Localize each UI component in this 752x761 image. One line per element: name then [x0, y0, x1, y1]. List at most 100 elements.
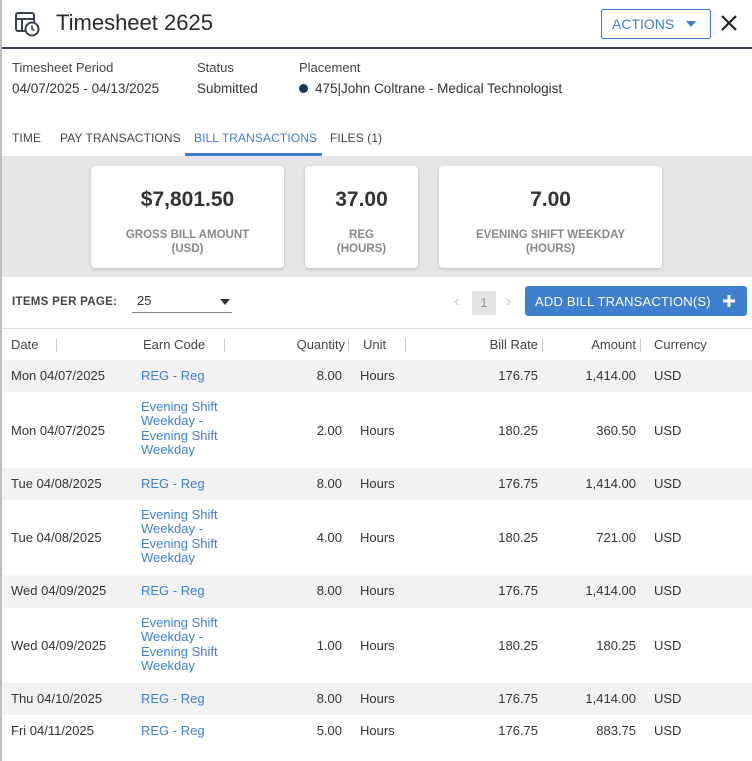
column-header-bill-rate[interactable]: Bill Rate [489, 337, 538, 352]
row-amount: 721.00 [596, 530, 636, 545]
timesheet-icon [15, 12, 40, 37]
row-unit: Hours [360, 638, 395, 653]
row-bill-rate: 176.75 [498, 583, 538, 598]
gross-bill-amount-caption: GROSS BILL AMOUNT [125, 229, 250, 241]
row-quantity: 8.00 [316, 476, 342, 491]
row-quantity: 2.00 [316, 423, 342, 438]
add-bill-transaction-button[interactable]: ADD BILL TRANSACTION(S) [525, 286, 747, 316]
table-row[interactable]: Mon 04/07/2025 Evening Shift Weekday - E… [2, 392, 752, 468]
row-amount: 1,414.00 [585, 583, 636, 598]
column-header-date[interactable]: Date [11, 337, 39, 352]
row-currency: USD [654, 723, 682, 738]
row-amount: 360.50 [596, 423, 636, 438]
placement-value: 475|John Coltrane - Medical Technologist [315, 81, 563, 96]
row-earn-code-link[interactable]: Evening Shift Weekday - Evening Shift We… [141, 399, 218, 457]
row-earn-code-link[interactable]: REG - Reg [141, 723, 205, 738]
placement-label: Placement [299, 60, 361, 75]
current-page-button[interactable]: 1 [472, 291, 496, 315]
table-row[interactable]: Mon 04/07/2025 REG - Reg 8.00 Hours 176.… [2, 360, 752, 392]
column-divider [224, 338, 225, 352]
next-page-icon[interactable]: › [506, 293, 512, 310]
row-bill-rate: 180.25 [498, 530, 538, 545]
row-unit: Hours [360, 530, 395, 545]
gross-bill-amount-value: $7,801.50 [140, 188, 235, 211]
row-amount: 1,414.00 [585, 476, 636, 491]
column-header-earn-code[interactable]: Earn Code [143, 337, 206, 352]
row-earn-code-link[interactable]: REG - Reg [141, 476, 205, 491]
row-bill-rate: 176.75 [498, 368, 538, 383]
actions-label: ACTIONS [612, 16, 675, 32]
table-row[interactable]: Fri 04/11/2025 REG - Reg 5.00 Hours 176.… [2, 715, 752, 747]
close-icon[interactable] [718, 12, 740, 34]
row-amount: 180.25 [596, 638, 636, 653]
row-unit: Hours [360, 691, 395, 706]
column-header-amount[interactable]: Amount [591, 337, 636, 352]
placement-group: Placement 475|John Coltrane - Medical Te… [299, 60, 562, 96]
column-divider [405, 338, 406, 352]
evening-shift-hours-caption: EVENING SHIFT WEEKDAY [475, 229, 626, 241]
row-amount: 883.75 [596, 723, 636, 738]
tab-pay-transactions[interactable]: PAY TRANSACTIONS [60, 131, 181, 145]
row-date: Fri 04/11/2025 [11, 723, 94, 738]
column-header-currency[interactable]: Currency [654, 337, 707, 352]
page-title: Timesheet 2625 [56, 10, 213, 35]
reg-hours-caption: REG [349, 229, 374, 241]
gross-bill-amount-unit: (USD) [171, 243, 204, 255]
placement-link[interactable]: 475|John Coltrane - Medical Technologist [299, 81, 562, 96]
actions-dropdown-button[interactable]: ACTIONS [601, 9, 711, 39]
table-row[interactable]: Wed 04/09/2025 Evening Shift Weekday - E… [2, 608, 752, 683]
table-row[interactable]: Wed 04/09/2025 REG - Reg 8.00 Hours 176.… [2, 575, 752, 608]
row-earn-code-link[interactable]: REG - Reg [141, 368, 205, 383]
left-edge-border [0, 0, 2, 761]
items-per-page-label: ITEMS PER PAGE: [12, 296, 118, 308]
table-row[interactable]: Tue 04/08/2025 Evening Shift Weekday - E… [2, 500, 752, 575]
tab-bill-transactions[interactable]: BILL TRANSACTIONS [194, 131, 318, 145]
column-header-unit[interactable]: Unit [363, 337, 387, 352]
table-row[interactable]: Thu 04/10/2025 REG - Reg 8.00 Hours 176.… [2, 683, 752, 715]
row-earn-code-link[interactable]: Evening Shift Weekday - Evening Shift We… [141, 615, 218, 673]
row-unit: Hours [360, 476, 395, 491]
items-per-page-select[interactable]: 25 [132, 293, 232, 313]
row-quantity: 1.00 [316, 638, 342, 653]
table-row[interactable]: Tue 04/08/2025 REG - Reg 8.00 Hours 176.… [2, 468, 752, 500]
timesheet-period-group: Timesheet Period 04/07/2025 - 04/13/2025 [12, 60, 159, 96]
row-unit: Hours [360, 423, 395, 438]
status-value: Submitted [197, 81, 258, 96]
row-earn-code-link[interactable]: Evening Shift Weekday - Evening Shift We… [141, 507, 218, 565]
plus-icon [723, 295, 735, 307]
row-unit: Hours [360, 723, 395, 738]
row-currency: USD [654, 368, 682, 383]
active-tab-indicator [185, 153, 322, 156]
row-bill-rate: 176.75 [498, 476, 538, 491]
column-header-quantity[interactable]: Quantity [296, 337, 345, 352]
row-date: Tue 04/08/2025 [11, 530, 102, 545]
row-quantity: 4.00 [316, 530, 342, 545]
timesheet-period-value: 04/07/2025 - 04/13/2025 [12, 81, 160, 96]
timesheet-period-label: Timesheet Period [12, 60, 114, 75]
gross-bill-amount-card: $7,801.50 GROSS BILL AMOUNT (USD) [91, 166, 284, 268]
row-currency: USD [654, 583, 682, 598]
row-earn-code-link[interactable]: REG - Reg [141, 583, 205, 598]
row-currency: USD [654, 691, 682, 706]
summary-band: $7,801.50 GROSS BILL AMOUNT (USD) 37.00 … [2, 156, 752, 277]
evening-shift-hours-value: 7.00 [530, 188, 571, 211]
row-unit: Hours [360, 583, 395, 598]
row-date: Thu 04/10/2025 [11, 691, 103, 706]
column-divider [640, 338, 641, 352]
column-divider [348, 338, 349, 352]
row-bill-rate: 180.25 [498, 423, 538, 438]
row-currency: USD [654, 476, 682, 491]
prev-page-icon[interactable]: ‹ [454, 293, 460, 310]
row-unit: Hours [360, 368, 395, 383]
row-date: Wed 04/09/2025 [11, 638, 107, 653]
status-label: Status [197, 60, 234, 75]
row-date: Wed 04/09/2025 [11, 583, 107, 598]
tab-files[interactable]: FILES (1) [330, 131, 383, 145]
status-group: Status Submitted [197, 60, 258, 96]
row-bill-rate: 176.75 [498, 723, 538, 738]
row-quantity: 8.00 [316, 583, 342, 598]
placement-status-dot-icon [299, 84, 308, 93]
tab-time[interactable]: TIME [12, 131, 42, 145]
row-amount: 1,414.00 [585, 368, 636, 383]
row-earn-code-link[interactable]: REG - Reg [141, 691, 205, 706]
